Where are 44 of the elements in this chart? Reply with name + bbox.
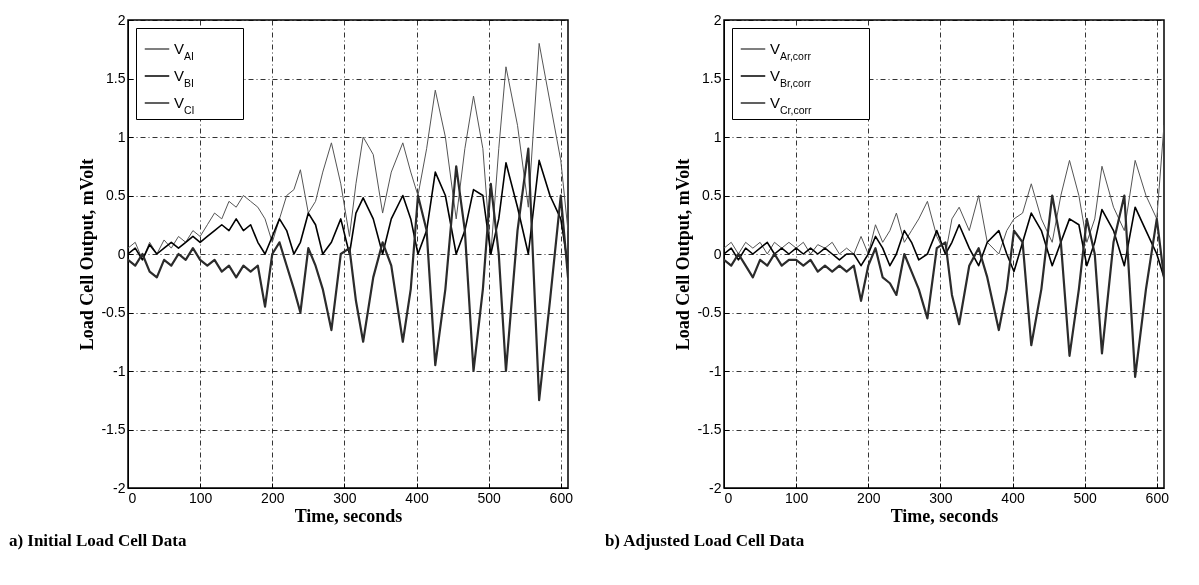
- y-tick-label: 0: [713, 245, 722, 262]
- y-tick-label: 0.5: [106, 187, 126, 203]
- y-tick-label: 2: [117, 11, 126, 28]
- x-tick-label: 300: [333, 489, 357, 506]
- legend-label: V$_{AI}$: [174, 40, 194, 62]
- x-tick-label: 100: [188, 489, 213, 506]
- x-axis-title: Time, seconds: [890, 505, 999, 526]
- y-tick-label: -0.5: [101, 304, 126, 320]
- x-tick-label: 500: [477, 489, 502, 506]
- x-tick-label: 400: [1001, 489, 1025, 506]
- legend-label: V$_{CI}$: [174, 94, 195, 116]
- text: b) Adjusted Load Cell Data: [604, 531, 805, 550]
- y-tick-label: -0.5: [697, 304, 722, 320]
- y-tick-label: 0.5: [702, 187, 722, 203]
- legend-label: V$_{Ar,corr}$: [770, 40, 812, 62]
- y-tick-label: 1: [713, 128, 722, 145]
- y-tick-label: -1.5: [697, 421, 722, 437]
- y-tick-label: 1: [117, 128, 126, 145]
- y-tick-label: 1.5: [106, 70, 126, 86]
- y-tick-label: -1: [709, 362, 722, 379]
- x-tick-label: 0: [724, 489, 733, 506]
- x-tick-label: 300: [929, 489, 953, 506]
- text: a) Initial Load Cell Data: [8, 531, 187, 550]
- x-axis-title: Time, seconds: [294, 505, 403, 526]
- y-axis-title: Load Cell Output, mVolt: [77, 158, 98, 351]
- y-tick-label: -1.5: [101, 421, 126, 437]
- y-tick-label: 0: [117, 245, 126, 262]
- x-tick-label: 600: [1145, 489, 1170, 506]
- x-tick-label: 100: [784, 489, 809, 506]
- y-tick-label: 2: [713, 11, 722, 28]
- y-tick-label: -2: [709, 479, 722, 496]
- y-tick-label: -2: [113, 479, 126, 496]
- x-tick-label: 0: [128, 489, 137, 506]
- x-tick-label: 500: [1073, 489, 1098, 506]
- legend-label: V$_{Br,corr}$: [770, 67, 812, 89]
- x-tick-label: 200: [857, 489, 881, 506]
- x-tick-label: 200: [261, 489, 285, 506]
- legend-label: V$_{BI}$: [174, 67, 194, 89]
- y-tick-label: 1.5: [702, 70, 722, 86]
- y-axis-title: Load Cell Output, mVolt: [673, 158, 694, 351]
- x-tick-label: 600: [549, 489, 574, 506]
- y-tick-label: -1: [113, 362, 126, 379]
- x-tick-label: 400: [405, 489, 429, 506]
- legend-label: V$_{Cr,corr}$: [770, 94, 813, 116]
